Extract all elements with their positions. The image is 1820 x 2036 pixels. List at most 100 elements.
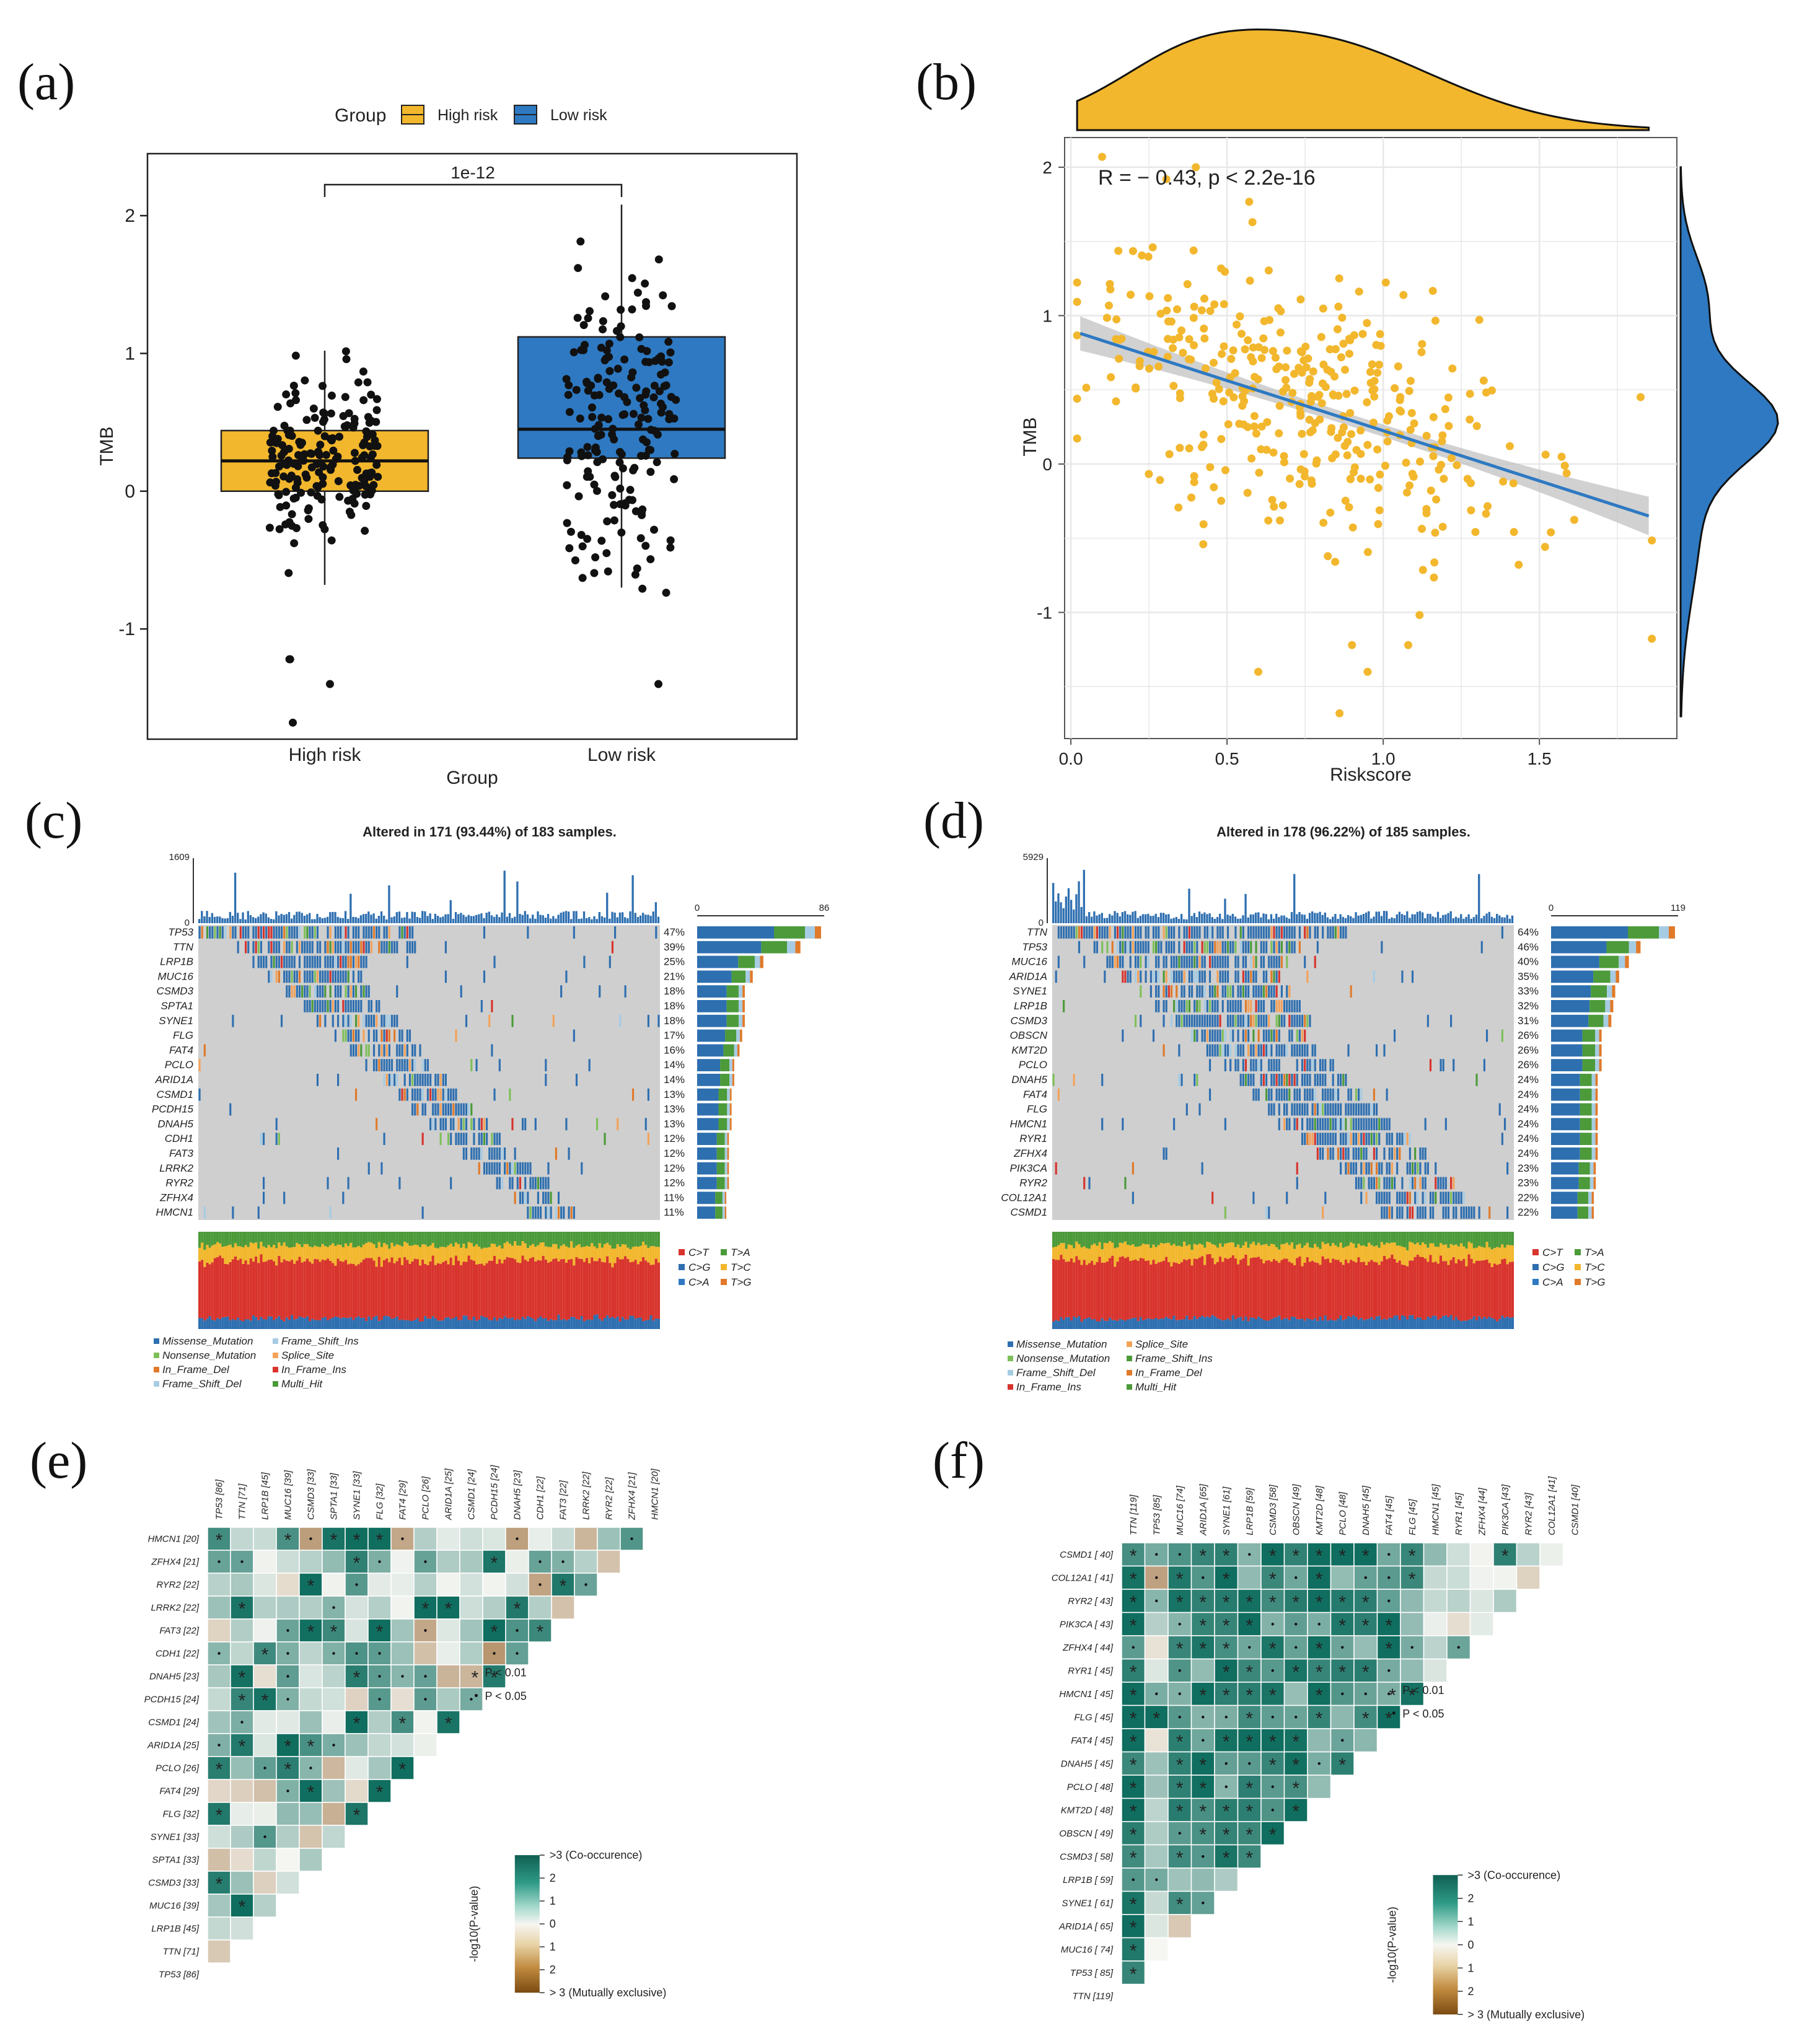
mutation-cell bbox=[1262, 1029, 1265, 1042]
side-bar-segment bbox=[1551, 941, 1607, 954]
mutation-legend-label: In_Frame_Del bbox=[162, 1364, 230, 1376]
mutation-cell bbox=[345, 1014, 347, 1027]
mutation-cell bbox=[1468, 1206, 1471, 1219]
titv-segment bbox=[1391, 1232, 1394, 1243]
titv-segment bbox=[1267, 1232, 1270, 1247]
side-max-label: 86 bbox=[819, 903, 830, 913]
mutation-cell bbox=[1327, 926, 1329, 939]
titv-segment bbox=[1175, 1263, 1178, 1320]
mutation-cell bbox=[1278, 1000, 1280, 1012]
mutation-cell bbox=[1370, 1133, 1373, 1145]
y-tick-label-b: 0 bbox=[1042, 455, 1052, 474]
scatter-point bbox=[1190, 478, 1198, 486]
significance-mark: * bbox=[560, 1576, 567, 1597]
titv-segment bbox=[1267, 1260, 1270, 1321]
mutation-cell bbox=[1301, 1133, 1304, 1145]
titv-segment bbox=[1383, 1319, 1386, 1329]
titv-segment bbox=[1400, 1246, 1404, 1265]
mutation-cell bbox=[1208, 1000, 1211, 1012]
titv-segment bbox=[1422, 1320, 1425, 1329]
mutation-cell bbox=[1068, 926, 1070, 939]
top-bar bbox=[1201, 913, 1203, 923]
titv-segment bbox=[1301, 1266, 1304, 1319]
top-bar bbox=[1460, 914, 1462, 923]
top-bar bbox=[1457, 918, 1460, 923]
titv-segment bbox=[1483, 1317, 1486, 1329]
scatter-point bbox=[1444, 393, 1453, 402]
mutation-cell bbox=[444, 1088, 447, 1101]
titv-segment bbox=[211, 1232, 214, 1246]
mutation-cell bbox=[442, 1118, 444, 1131]
titv-segment bbox=[1483, 1232, 1486, 1248]
heatmap-cell bbox=[1190, 1682, 1215, 1706]
top-bar bbox=[580, 918, 583, 923]
data-point bbox=[285, 475, 294, 483]
mutation-cell bbox=[1203, 926, 1206, 939]
titv-segment bbox=[388, 1262, 391, 1317]
scatter-point bbox=[1346, 409, 1355, 418]
mutation-cell bbox=[555, 1147, 557, 1160]
heatmap-cell bbox=[1493, 1565, 1518, 1590]
titv-segment bbox=[1078, 1260, 1081, 1317]
titv-segment bbox=[1216, 1262, 1220, 1319]
titv-segment bbox=[1106, 1320, 1109, 1329]
mutation-cell bbox=[214, 926, 216, 939]
heatmap-cell bbox=[1353, 1589, 1378, 1613]
titv-segment bbox=[603, 1244, 607, 1263]
scatter-point bbox=[1286, 474, 1295, 483]
top-bar bbox=[1506, 915, 1508, 923]
mutation-cell bbox=[1475, 1074, 1478, 1086]
heatmap-cell bbox=[1121, 1682, 1146, 1706]
mutation-cell bbox=[383, 1059, 385, 1071]
side-bar-segment bbox=[724, 1133, 728, 1145]
heatmap-cell bbox=[459, 1527, 483, 1551]
mutation-cell bbox=[1198, 926, 1201, 939]
scatter-point bbox=[1402, 459, 1410, 467]
top-bar bbox=[1224, 898, 1226, 923]
data-point bbox=[586, 473, 594, 481]
mutation-cell bbox=[365, 1044, 367, 1057]
top-bar bbox=[336, 916, 339, 923]
titv-segment bbox=[1234, 1319, 1237, 1329]
scatter-point bbox=[1541, 543, 1549, 551]
mutation-cell bbox=[1334, 1103, 1337, 1116]
scatter-point bbox=[1363, 667, 1372, 676]
titv-segment bbox=[475, 1232, 478, 1245]
titv-segment bbox=[1375, 1316, 1378, 1329]
mutation-cell bbox=[1386, 1088, 1388, 1101]
mutation-cell bbox=[1301, 1074, 1304, 1086]
mutation-cell bbox=[480, 1133, 483, 1145]
mutation-cell bbox=[1288, 1118, 1291, 1131]
titv-segment bbox=[421, 1260, 424, 1322]
mutation-cell bbox=[257, 926, 260, 939]
titv-segment bbox=[1195, 1245, 1198, 1259]
mutation-cell bbox=[1427, 1162, 1429, 1175]
titv-segment bbox=[1062, 1243, 1065, 1260]
heatmap-cell bbox=[528, 1618, 552, 1643]
titv-segment bbox=[1365, 1265, 1368, 1320]
heatmap-cell bbox=[1283, 1658, 1308, 1683]
mutation-cell bbox=[378, 1000, 380, 1012]
mutation-cell bbox=[390, 1059, 393, 1071]
titv-segment bbox=[1439, 1318, 1443, 1329]
mutation-cell bbox=[1345, 1133, 1347, 1145]
mutation-legend-label: Nonsense_Mutation bbox=[162, 1349, 256, 1361]
titv-segment bbox=[206, 1245, 209, 1263]
top-min-label: 0 bbox=[185, 918, 190, 928]
heatmap-cell bbox=[1283, 1682, 1308, 1706]
titv-segment bbox=[470, 1320, 473, 1329]
mutation-cell bbox=[534, 1206, 537, 1219]
mutation-cell bbox=[527, 1206, 529, 1219]
titv-segment bbox=[359, 1318, 363, 1329]
data-point bbox=[594, 421, 603, 429]
titv-segment bbox=[332, 1232, 335, 1244]
titv-segment bbox=[1436, 1232, 1440, 1247]
titv-segment bbox=[1257, 1242, 1260, 1257]
titv-segment bbox=[1154, 1317, 1158, 1329]
titv-segment bbox=[400, 1319, 404, 1329]
significance-mark: * bbox=[1223, 1546, 1230, 1566]
mutation-cell bbox=[1345, 1147, 1347, 1160]
side-bar-segment bbox=[738, 1014, 743, 1027]
titv-segment bbox=[1427, 1247, 1430, 1262]
scatter-point bbox=[1138, 251, 1146, 260]
